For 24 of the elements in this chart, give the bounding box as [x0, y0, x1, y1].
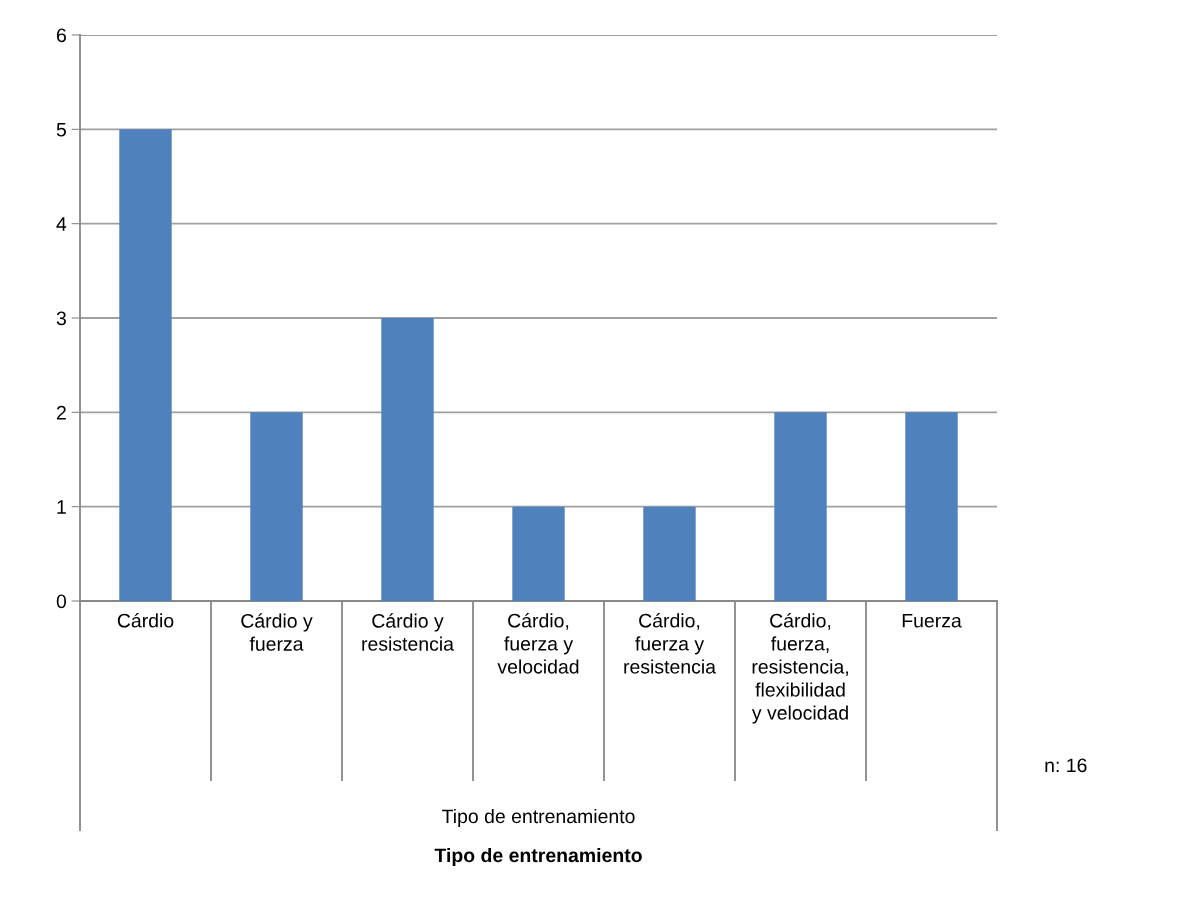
x-tick-label: Cárdio: [117, 613, 174, 628]
y-tick-label: 5: [56, 123, 66, 137]
bar: [381, 318, 434, 601]
bar: [905, 412, 958, 601]
bar: [512, 506, 565, 601]
bar: [643, 506, 696, 601]
bar: [250, 412, 303, 601]
text: n: 16: [1045, 758, 1087, 773]
x-tick-label: Cárdio y resistencia: [362, 613, 454, 651]
x-tick-label: Fuerza: [902, 613, 962, 628]
y-tick-label: 3: [56, 311, 66, 326]
x-tick-label: Cárdio, fuerza y velocidad: [497, 613, 579, 674]
x-tick-label: Cárdio, fuerza y resistencia: [624, 613, 716, 674]
y-tick-label: 6: [56, 28, 66, 43]
y-tick-label: 0: [56, 594, 67, 609]
bar: [774, 412, 827, 601]
y-tick-label: 1: [57, 500, 66, 514]
text: Tipo de entrenamiento: [442, 808, 635, 828]
x-tick-label: Cárdio, fuerza, resistencia, flexibilidad y velocidad: [751, 613, 848, 724]
text: Tipo de entrenamiento: [434, 847, 642, 867]
bar: [119, 129, 172, 601]
y-tick-label: 4: [56, 217, 67, 231]
x-tick-label: Cárdio y fuerza: [241, 613, 313, 651]
y-tick-label: 2: [56, 405, 66, 420]
